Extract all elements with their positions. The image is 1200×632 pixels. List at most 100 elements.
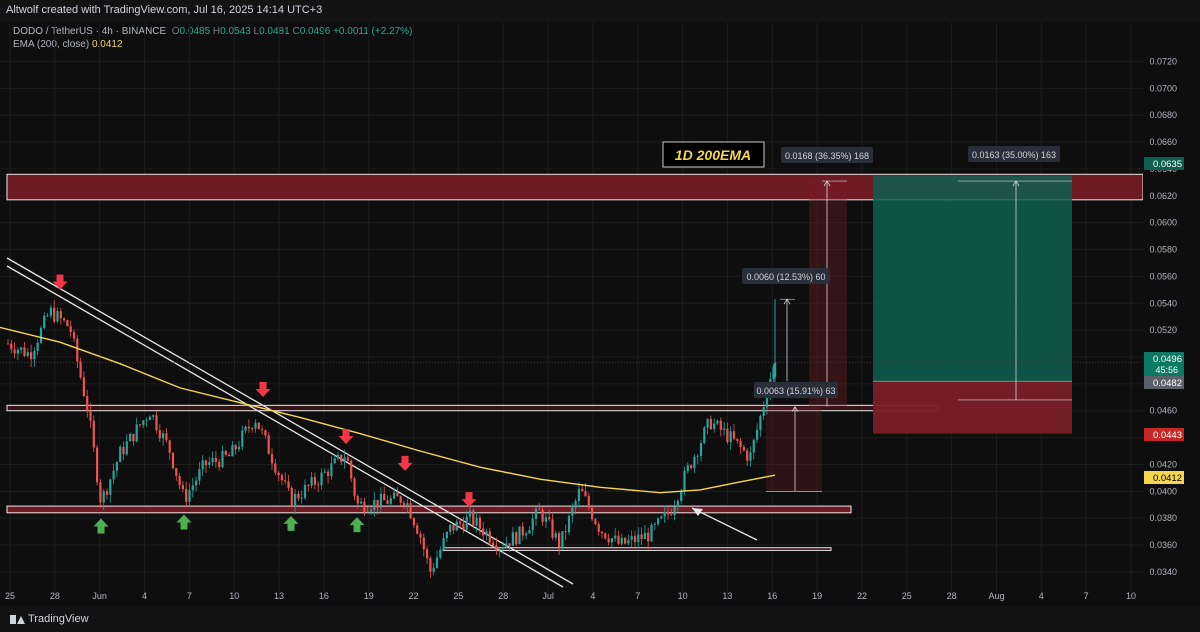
- candle-body: [584, 491, 587, 497]
- candle-body: [680, 491, 683, 501]
- candle-body: [571, 507, 574, 517]
- candle-body: [69, 326, 72, 333]
- legend-row-symbol: DODO / TetherUS · 4h · BINANCE O0.0485 H…: [13, 25, 412, 38]
- candle-body: [699, 443, 703, 456]
- time-tick-label: 22: [857, 591, 867, 601]
- candle-body: [402, 502, 406, 506]
- candle-body: [270, 454, 274, 464]
- candle-body: [465, 516, 468, 530]
- change-value: +0.0011 (+2.27%): [333, 26, 413, 37]
- measure-top-left-box: [781, 147, 873, 163]
- candle-body: [234, 445, 237, 450]
- candle-body: [419, 533, 422, 538]
- candle-body: [597, 524, 600, 532]
- candle-body: [742, 446, 745, 451]
- position-stop-zone: [873, 381, 1072, 434]
- candle-body: [16, 349, 19, 354]
- measure-tools[interactable]: [766, 180, 1072, 492]
- price-tick-label: 0.0580: [1149, 245, 1177, 255]
- candle-body: [422, 537, 425, 550]
- candle-body: [478, 517, 481, 529]
- candle-body: [713, 423, 716, 430]
- candle-body: [343, 457, 346, 463]
- measure-arrow-low-head: [791, 405, 799, 412]
- time-tick-label: 13: [722, 591, 732, 601]
- price-chart[interactable]: 1D 200EMA 0.0168 (36.35%) 168 0.0163 (35…: [0, 0, 1200, 606]
- last-price-label: 0.0496: [1153, 354, 1182, 365]
- candle-body: [129, 433, 132, 442]
- candle-body: [26, 352, 29, 356]
- open-label: O: [171, 26, 180, 37]
- candle-body: [548, 517, 551, 520]
- candle-body: [132, 433, 135, 442]
- candle-body: [660, 516, 663, 519]
- candle-body: [86, 395, 89, 411]
- down-arrow-icon: [461, 492, 477, 508]
- time-tick-label: 4: [590, 591, 595, 601]
- price-tick-label: 0.0720: [1149, 56, 1177, 66]
- candle-body: [518, 526, 521, 545]
- candle-body: [643, 532, 646, 539]
- candle-body: [92, 420, 95, 448]
- candle-body: [323, 471, 326, 473]
- low-label: L: [253, 26, 260, 37]
- candle-body: [36, 342, 39, 351]
- candle-body: [551, 519, 554, 538]
- candle-body: [346, 457, 349, 461]
- trendlines[interactable]: [6, 257, 758, 588]
- candle-body: [201, 460, 204, 470]
- time-tick-label: 4: [142, 591, 147, 601]
- candle-body: [640, 534, 643, 539]
- measure-low-label: 0.0063 (15.91%) 63: [756, 386, 835, 396]
- measure-mid-label: 0.0060 (12.53%) 60: [746, 272, 825, 282]
- brand[interactable]: TradingView: [10, 613, 89, 625]
- price-axis[interactable]: 0.07200.07000.06800.06600.06400.06200.06…: [1143, 22, 1200, 606]
- down-arrow-icon: [255, 381, 271, 397]
- candle-body: [581, 488, 584, 492]
- high-value: 0.0543: [220, 26, 251, 37]
- time-tick-label: Jul: [542, 591, 554, 601]
- symbol-name[interactable]: DODO / TetherUS · 4h · BINANCE: [13, 26, 167, 37]
- ema-200-line: [0, 326, 776, 494]
- candle-body: [650, 524, 653, 542]
- top-bar: [0, 0, 1200, 22]
- position-tool[interactable]: [766, 175, 1072, 492]
- candle-body: [72, 332, 76, 339]
- ema-label[interactable]: EMA (200, close): [13, 39, 90, 50]
- price-tick-label: 0.0420: [1149, 459, 1177, 469]
- up-arrow-icon: [349, 517, 365, 533]
- time-tick-label: 25: [5, 591, 15, 601]
- candle-body: [630, 536, 633, 540]
- close-label: C: [292, 26, 300, 37]
- candle-body: [693, 456, 696, 469]
- candle-body: [416, 525, 419, 534]
- time-tick-label: 13: [274, 591, 284, 601]
- candle-body: [531, 518, 534, 531]
- candle-body: [122, 447, 125, 455]
- candle-body: [746, 450, 749, 461]
- candle-body: [716, 420, 719, 424]
- candle-body: [317, 484, 320, 486]
- pointer-arrow-head: [692, 508, 703, 516]
- up-arrow-icon: [93, 518, 109, 534]
- candle-body: [449, 524, 452, 532]
- ema-line: [0, 326, 776, 494]
- time-axis[interactable]: 25 28 Jun 4 7 10 13 16 19 22 25 28 Jul 4 7 10 13 16 19 22 25…: [5, 591, 1136, 601]
- price-tick-label: 0.0660: [1149, 137, 1177, 147]
- position-target-zone: [873, 175, 1072, 382]
- time-tick-label: 28: [947, 591, 957, 601]
- candle-body: [468, 510, 472, 517]
- candle-body: [23, 347, 26, 356]
- legend-row-ema: EMA (200, close) 0.0412: [13, 38, 412, 51]
- candle-body: [178, 475, 181, 486]
- price-tick-label: 0.0700: [1149, 83, 1177, 93]
- candle-body: [482, 528, 485, 536]
- candle-body: [574, 501, 577, 508]
- target-price-label: 0.0635: [1153, 159, 1182, 170]
- candle-body: [267, 435, 270, 455]
- candle-body: [459, 521, 462, 524]
- candle-body: [472, 510, 475, 526]
- price-tick-label: 0.0560: [1149, 271, 1177, 281]
- candle-body: [435, 557, 439, 568]
- candle-body: [703, 427, 706, 444]
